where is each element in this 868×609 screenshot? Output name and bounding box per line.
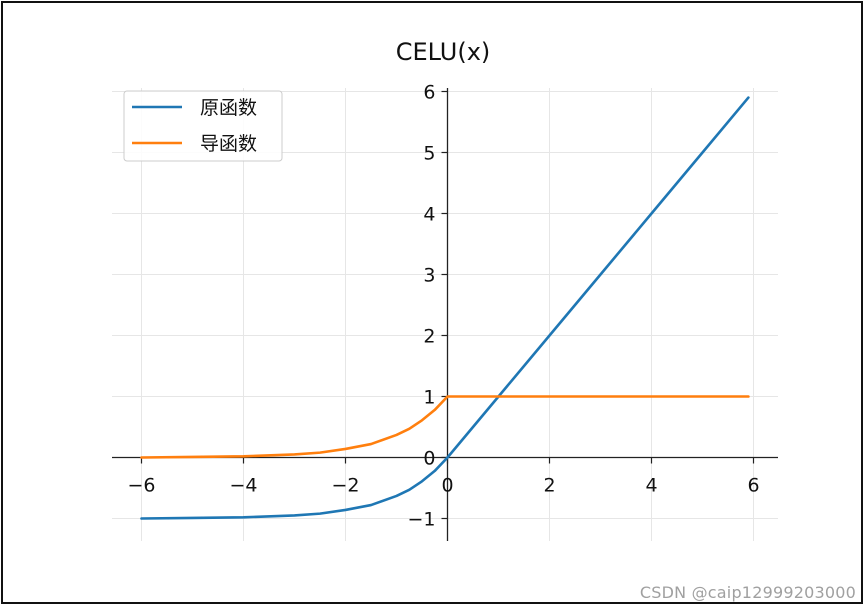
series	[140, 96, 750, 520]
x-tick-label: 6	[747, 475, 759, 497]
y-tick-label: 4	[423, 204, 435, 226]
chart-title: CELU(x)	[396, 38, 491, 66]
tick-labels: −6 −4 −2 0 2 4 6 −1 0 1 2 3 4 5 6	[127, 82, 759, 531]
y-tick-label: −1	[407, 509, 435, 531]
x-tick-label: −2	[331, 475, 359, 497]
series-line	[140, 395, 750, 459]
x-tick-label: −6	[127, 475, 155, 497]
watermark: CSDN @caip12999203000	[639, 583, 856, 602]
y-tick-label: 6	[423, 82, 435, 104]
y-tick-label: 2	[423, 326, 435, 348]
legend-label: 原函数	[200, 97, 257, 119]
x-tick-label: 4	[645, 475, 657, 497]
y-tick-label: 1	[423, 387, 435, 409]
y-tick-label: 5	[423, 143, 435, 165]
series-line	[140, 96, 750, 520]
y-tick-label: 3	[423, 265, 435, 287]
y-tick-label: 0	[423, 448, 435, 470]
x-tick-label: −4	[229, 475, 257, 497]
x-tick-label: 0	[441, 475, 453, 497]
x-tick-label: 2	[543, 475, 555, 497]
legend-label: 导函数	[200, 133, 257, 155]
